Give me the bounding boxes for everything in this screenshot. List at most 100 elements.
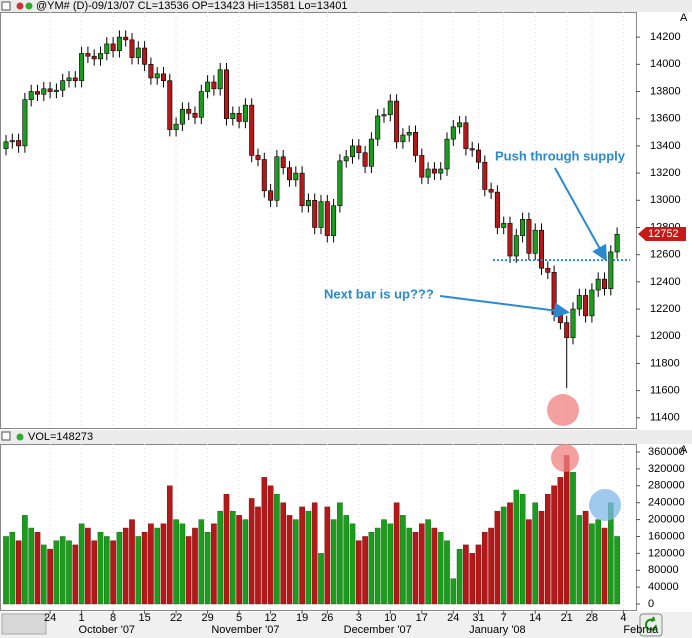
candle-body xyxy=(255,155,261,160)
x-tick-label: 8 xyxy=(110,612,116,624)
y-tick-label: 280000 xyxy=(648,480,685,492)
volume-bar xyxy=(97,532,104,605)
close-box[interactable] xyxy=(1,431,11,441)
volume-bar xyxy=(135,536,142,605)
volume-bar xyxy=(286,515,293,605)
y-tick-label: 12600 xyxy=(650,249,681,261)
volume-bar xyxy=(223,494,230,605)
candle-body xyxy=(242,104,248,122)
candle-body xyxy=(110,43,116,52)
volume-bar xyxy=(204,532,211,605)
volume-bar xyxy=(267,485,274,605)
scroll-thumb[interactable] xyxy=(1,613,47,635)
highlight xyxy=(589,489,621,521)
candle-body xyxy=(482,161,488,190)
volume-bar xyxy=(72,544,79,605)
volume-bar xyxy=(532,502,538,605)
candle-body xyxy=(532,229,538,254)
candle-body xyxy=(179,108,185,125)
candle-body xyxy=(463,122,469,149)
candle-body xyxy=(337,160,343,207)
candle-body xyxy=(583,295,589,317)
x-tick-label: 1 xyxy=(79,612,85,624)
candle-body xyxy=(488,189,494,193)
x-tick-label: 24 xyxy=(447,612,459,624)
candle-body xyxy=(513,235,519,257)
candle-body xyxy=(142,47,148,65)
candle-body xyxy=(28,91,34,100)
candle-body xyxy=(3,141,9,149)
volume-bar xyxy=(387,523,394,605)
x-tick-label: 17 xyxy=(416,612,428,624)
volume-bar xyxy=(437,532,444,605)
volume-header xyxy=(0,430,692,444)
candle-body xyxy=(318,201,324,228)
volume-bar xyxy=(601,527,608,605)
volume-bar xyxy=(582,510,589,605)
x-tick-label: 21 xyxy=(561,612,573,624)
y-tick-label: 200000 xyxy=(648,513,685,525)
corner-label: A xyxy=(680,444,688,456)
candle-body xyxy=(85,53,91,57)
candle-body xyxy=(211,81,217,90)
volume-bar xyxy=(475,544,482,605)
volume-bar xyxy=(103,536,110,605)
candle-body xyxy=(501,223,507,228)
candle-body xyxy=(91,55,97,60)
volume-bar xyxy=(229,510,236,605)
volume-bar xyxy=(330,519,337,605)
volume-bar xyxy=(198,519,205,605)
candle-body xyxy=(438,168,444,174)
volume-bar xyxy=(450,578,457,605)
candle-body xyxy=(362,152,368,167)
volume-bar xyxy=(500,506,507,605)
refresh-button[interactable] xyxy=(639,613,663,637)
candle-body xyxy=(53,89,59,92)
volume-bar xyxy=(381,519,387,605)
candle-body xyxy=(425,168,431,178)
volume-bar xyxy=(110,540,116,605)
volume-bar xyxy=(66,540,72,605)
volume-bar xyxy=(343,515,350,605)
candle-body xyxy=(9,140,15,143)
y-tick-label: 13800 xyxy=(650,85,681,97)
candle-body xyxy=(324,201,330,236)
volume-bar xyxy=(419,523,425,605)
volume-bar xyxy=(368,532,375,605)
volume-bar xyxy=(431,527,438,605)
arrow xyxy=(554,167,607,262)
volume-bar xyxy=(41,544,47,605)
candle-body xyxy=(249,104,255,156)
candle-body xyxy=(161,73,167,81)
volume-bar xyxy=(217,510,224,605)
volume-bar xyxy=(28,527,35,605)
candle-body xyxy=(60,80,66,91)
highlight xyxy=(547,394,579,426)
candle-body xyxy=(154,73,160,79)
y-tick-label: 11400 xyxy=(650,412,680,424)
candle-body xyxy=(507,223,513,257)
candle-body xyxy=(173,123,179,130)
candle-body xyxy=(268,190,274,201)
candle-body xyxy=(123,36,129,41)
volume-bar xyxy=(507,502,513,605)
close-box[interactable] xyxy=(1,1,11,11)
volume-bar xyxy=(211,523,217,605)
month-label: December '07 xyxy=(344,624,412,636)
y-tick-label: 160000 xyxy=(648,530,685,542)
y-tick-label: 12200 xyxy=(650,303,681,315)
candle-body xyxy=(343,156,349,162)
volume-bar xyxy=(519,494,526,605)
x-tick-label: 22 xyxy=(170,612,182,624)
candle-body xyxy=(570,308,576,338)
volume-bar xyxy=(160,523,167,605)
y-tick-label: 13400 xyxy=(650,140,681,152)
volume-bar xyxy=(576,515,583,605)
volume-bar xyxy=(248,498,255,605)
candle-body xyxy=(576,295,582,310)
volume-bar xyxy=(406,527,413,605)
candle-body xyxy=(41,88,47,95)
month-label: January '08 xyxy=(469,624,526,636)
price-title: @YM# (D)-09/13/07 CL=13536 OP=13423 Hi=1… xyxy=(36,0,347,12)
x-tick-label: 12 xyxy=(264,612,276,624)
